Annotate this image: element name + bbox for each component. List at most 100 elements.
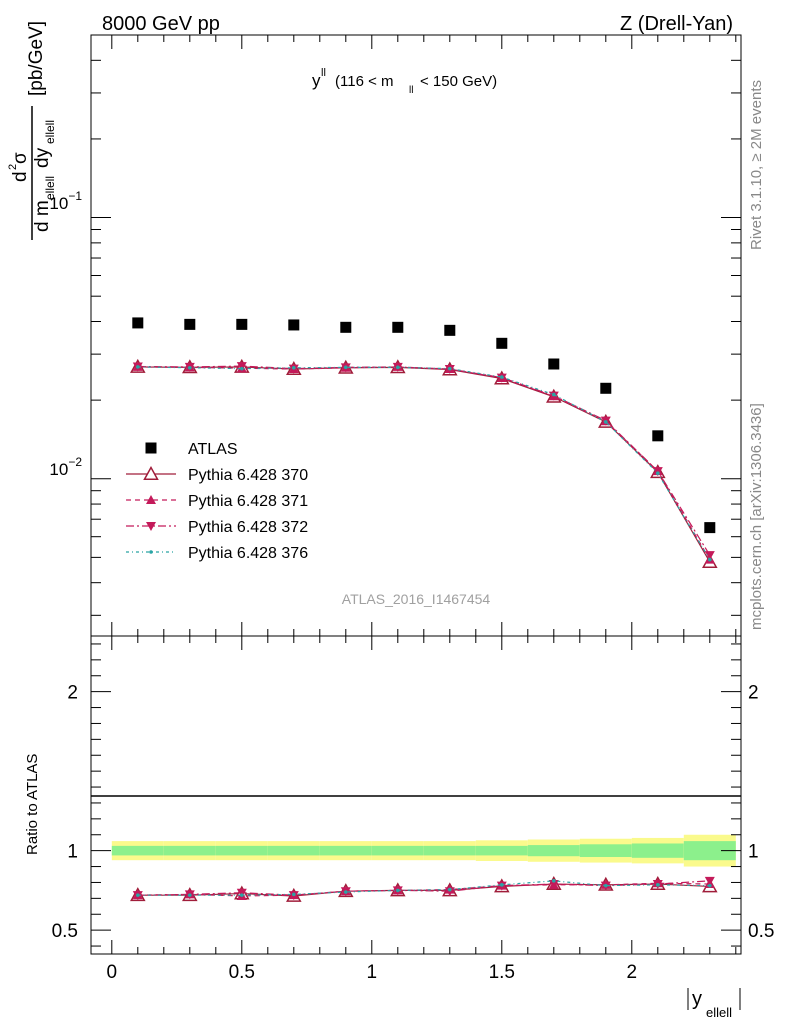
ratio-series-line (137, 880, 710, 896)
svg-text:ll: ll (321, 67, 326, 79)
main-point (236, 318, 248, 330)
ratio-point (656, 883, 660, 887)
main-series-line (137, 366, 711, 560)
legend-label: ATLAS (188, 441, 238, 458)
band-inner (423, 845, 476, 856)
main-point (396, 365, 400, 370)
main-point (652, 430, 664, 442)
xtick-label: 1.5 (489, 962, 515, 983)
ratio-point (396, 888, 400, 893)
ratio-frame (90, 635, 742, 955)
svg-text:< 150 GeV): < 150 GeV) (420, 73, 497, 90)
main-point (552, 392, 556, 397)
ratio-uncertainty-bands (111, 834, 736, 867)
main-point (184, 318, 196, 330)
ratio-point (188, 893, 192, 897)
side-label-bottom: mcplots.cern.ch [arXiv:1306.3436] (748, 403, 765, 630)
main-y-axis-label: d m ellell dy ellell d 2 σ [pb/GeV] (7, 21, 57, 240)
header-right: Z (Drell-Yan) (620, 13, 733, 35)
band-inner (371, 845, 424, 856)
svg-text:y: y (312, 71, 321, 90)
main-point (188, 365, 192, 370)
svg-text:ellell: ellell (43, 120, 57, 144)
ratio-point (500, 883, 504, 887)
ratio-series-group (130, 875, 718, 902)
ratio-point (344, 890, 348, 894)
legend-label: Pythia 6.428 370 (188, 467, 308, 484)
band-inner (215, 845, 268, 856)
main-point (600, 382, 612, 394)
main-point (604, 420, 608, 424)
main-point (496, 337, 508, 349)
legend-marker (146, 495, 156, 504)
main-point (240, 366, 244, 371)
ratio-ytick-label-left: 0.5 (52, 921, 78, 942)
ratio-ytick-label-left: 2 (67, 683, 78, 704)
main-point (444, 324, 456, 336)
ratio-series-line (137, 880, 710, 896)
band-inner (579, 844, 632, 858)
band-inner (319, 845, 372, 856)
band-inner (163, 845, 216, 856)
legend-marker (149, 550, 153, 554)
ytick-label-1e-2: 10−2 (49, 455, 82, 479)
xtick-label: 0.5 (229, 962, 255, 983)
ratio-point (292, 892, 296, 897)
main-point (136, 365, 140, 369)
svg-text:ll: ll (409, 85, 413, 96)
ratio-point (548, 880, 559, 890)
legend-label: Pythia 6.428 372 (188, 519, 308, 536)
x-axis-label: y ellell (687, 988, 741, 1020)
main-point (548, 358, 560, 370)
ratio-point (444, 887, 455, 897)
legend-marker (143, 465, 159, 480)
ratio-ytick-label-right: 0.5 (748, 921, 774, 942)
ratio-point (604, 883, 608, 888)
ratio-point (448, 887, 452, 892)
legend-label: Pythia 6.428 371 (188, 493, 308, 510)
band-inner (683, 841, 736, 861)
svg-text:y: y (692, 988, 702, 1010)
band-inner (267, 845, 320, 856)
svg-text:d m: d m (32, 200, 53, 232)
ratio-point (240, 893, 244, 897)
main-point (704, 551, 715, 561)
main-axis-ticks (91, 34, 741, 636)
ratio-axis-ticks: 0.5 0.5 1 1 2 2 0 0.5 1 1.5 2 (52, 636, 774, 983)
main-point (656, 471, 660, 476)
xtick-label: 1 (367, 962, 378, 983)
main-point (448, 366, 452, 371)
svg-text:dy: dy (32, 147, 53, 168)
analysis-watermark: ATLAS_2016_I1467454 (342, 591, 491, 607)
xtick-label: 2 (627, 962, 638, 983)
svg-text:d: d (10, 171, 31, 182)
ratio-ytick-label-right: 1 (748, 842, 759, 863)
main-point (132, 317, 144, 329)
main-point (392, 321, 404, 333)
ratio-point (136, 893, 140, 897)
svg-text:[pb/GeV]: [pb/GeV] (26, 21, 47, 96)
main-point (288, 319, 300, 331)
ratio-point (552, 879, 556, 883)
svg-text:(116 < m: (116 < m (335, 73, 394, 90)
legend-marker (146, 522, 156, 531)
svg-text:ellell: ellell (706, 1005, 732, 1020)
legend: ATLAS Pythia 6.428 370 Pythia 6.428 371 Pyt… (126, 441, 308, 562)
ratio-point (708, 883, 712, 888)
ratio-ytick-label-left: 1 (67, 842, 78, 863)
main-series-line (137, 366, 711, 560)
main-point (292, 365, 296, 370)
xtick-label: 0 (107, 962, 118, 983)
side-label-top: Rivet 3.1.10, ≥ 2M events (748, 80, 765, 250)
main-series-group (130, 317, 718, 568)
svg-text:ellell: ellell (43, 176, 57, 200)
main-point (236, 362, 247, 372)
ratio-point (704, 876, 715, 886)
ratio-series-line (137, 882, 710, 897)
main-point (500, 375, 504, 379)
ratio-ytick-label-right: 2 (748, 683, 759, 704)
band-inner (111, 845, 164, 856)
main-point (708, 557, 712, 562)
main-point (344, 365, 348, 370)
